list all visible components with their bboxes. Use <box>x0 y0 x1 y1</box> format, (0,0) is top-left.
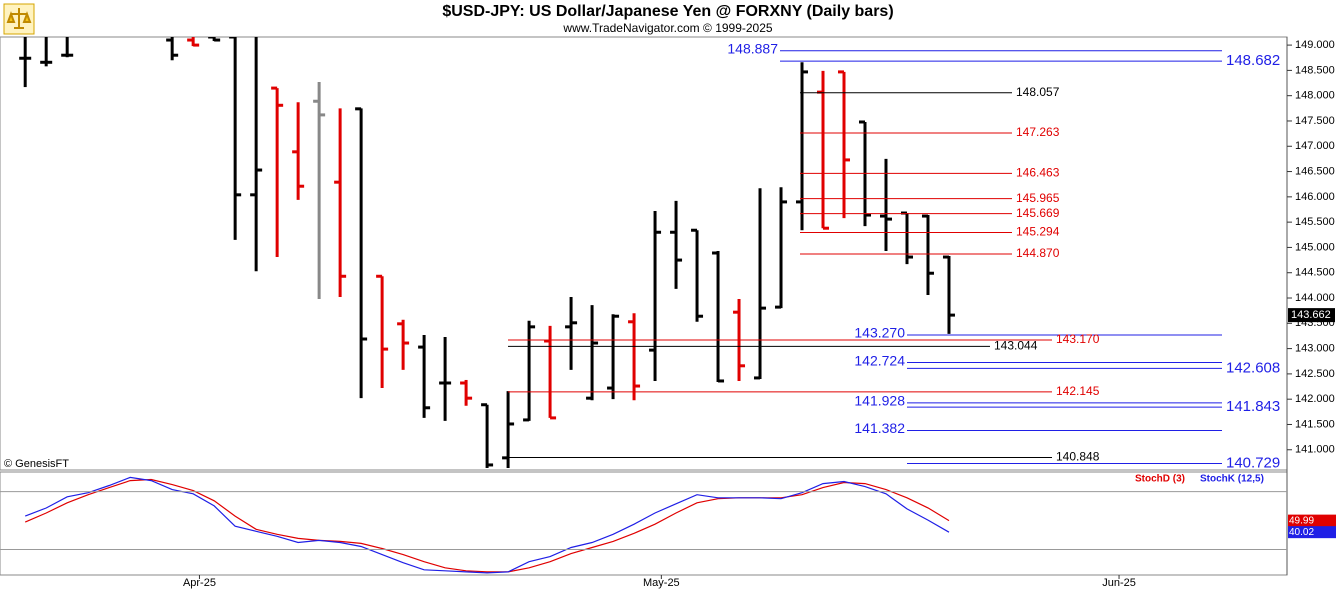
level-label: 141.928 <box>854 393 905 409</box>
y-tick-label: 147.000 <box>1295 140 1335 152</box>
legend-entry: StochD (3) <box>1135 474 1185 485</box>
logo <box>3 3 35 35</box>
value-box <box>1288 514 1336 527</box>
y-tick-label: 143.000 <box>1295 343 1335 355</box>
level-label: 147.263 <box>1016 125 1060 139</box>
level-label: 145.294 <box>1016 225 1060 239</box>
level-label: 141.382 <box>854 420 905 436</box>
y-tick-label: 147.500 <box>1295 115 1335 127</box>
level-label: 146.463 <box>1016 166 1060 180</box>
stoch-line <box>24 478 950 573</box>
price-panel <box>0 36 1288 471</box>
price-plot <box>19 37 955 468</box>
legend-entry: StochK (12,5) <box>1200 474 1264 485</box>
value-label: 40.02 <box>1289 527 1314 538</box>
y-tick-label: 148.500 <box>1295 64 1335 76</box>
y-tick-label: 149.000 <box>1295 39 1335 51</box>
level-label: 143.170 <box>1056 332 1100 346</box>
level-label: 141.843 <box>1226 398 1280 415</box>
x-tick-label: May-25 <box>643 577 680 589</box>
value-box <box>1288 526 1336 539</box>
y-tick-label: 145.000 <box>1295 241 1335 253</box>
chart-title: $USD-JPY: US Dollar/Japanese Yen @ FORXN… <box>442 3 893 20</box>
level-label: 143.044 <box>994 339 1038 353</box>
y-tick-label: 146.500 <box>1295 165 1335 177</box>
level-label: 148.887 <box>727 41 778 57</box>
y-tick-label: 145.500 <box>1295 216 1335 228</box>
level-label: 143.270 <box>854 325 905 341</box>
level-label: 142.608 <box>1226 359 1280 376</box>
y-tick-label: 142.000 <box>1295 393 1335 405</box>
level-label: 148.057 <box>1016 85 1060 99</box>
level-label: 145.965 <box>1016 191 1060 205</box>
level-label: 142.724 <box>854 352 905 368</box>
stoch-panel <box>0 471 1288 576</box>
level-label: 140.729 <box>1226 454 1280 471</box>
y-tick-label: 144.000 <box>1295 292 1335 304</box>
last-price-box <box>1288 308 1335 323</box>
y-tick-label: 141.500 <box>1295 418 1335 430</box>
last-price-label: 143.662 <box>1291 309 1331 321</box>
header <box>0 0 1336 37</box>
y-tick-label: 144.500 <box>1295 267 1335 279</box>
y-tick-label: 142.500 <box>1295 368 1335 380</box>
y-tick-label: 141.000 <box>1295 444 1335 456</box>
level-label: 148.682 <box>1226 52 1280 69</box>
y-tick-label: 148.000 <box>1295 90 1335 102</box>
level-label: 140.848 <box>1056 450 1100 464</box>
level-label: 142.145 <box>1056 384 1100 398</box>
x-tick-label: Jun-25 <box>1102 577 1136 589</box>
y-tick-label: 146.000 <box>1295 191 1335 203</box>
stoch-plot <box>24 476 950 574</box>
level-label: 144.870 <box>1016 246 1060 260</box>
watermark: © GenesisFT <box>4 458 69 470</box>
x-tick-label: Apr-25 <box>183 577 216 589</box>
level-label: 145.669 <box>1016 206 1060 220</box>
value-label: 49.99 <box>1289 515 1314 526</box>
chart-subtitle: www.TradeNavigator.com © 1999-2025 <box>562 21 772 35</box>
stoch-line <box>24 476 950 574</box>
